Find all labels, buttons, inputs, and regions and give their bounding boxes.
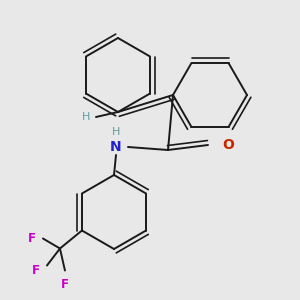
Text: H: H [112, 127, 120, 137]
Text: N: N [110, 140, 122, 154]
Text: F: F [32, 264, 40, 277]
Text: F: F [61, 278, 69, 292]
Text: H: H [82, 112, 90, 122]
Text: F: F [28, 232, 36, 245]
Text: O: O [222, 138, 234, 152]
